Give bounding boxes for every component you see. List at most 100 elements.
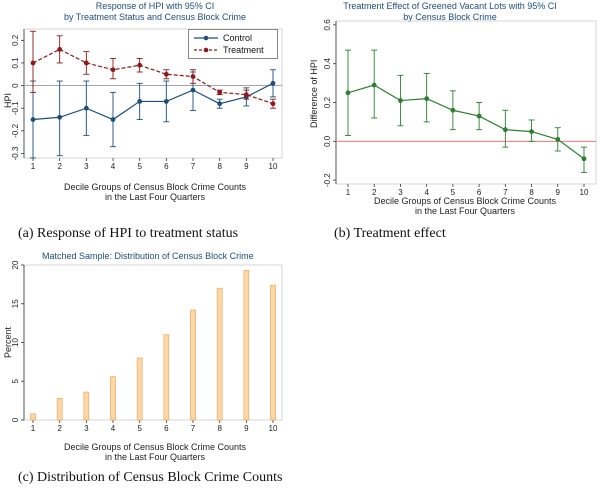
data-point-effect	[529, 129, 534, 135]
panel-b: Treatment Effect of Greened Vacant Lots …	[300, 0, 600, 250]
data-point-effect	[424, 96, 430, 102]
data-point-control	[137, 99, 143, 104]
x-tick-label: 9	[244, 162, 249, 171]
panel-c-caption: (c) Distribution of Census Block Crime C…	[18, 470, 283, 485]
data-point-control	[110, 117, 116, 122]
x-tick-label: 10	[580, 188, 589, 197]
legend-item-treatment: Treatment	[193, 44, 273, 56]
series-line-effect	[347, 84, 585, 160]
y-tick-label: 0.1	[11, 57, 20, 69]
data-point-control	[270, 80, 276, 86]
panel-a-ylabel: HPI	[3, 92, 13, 108]
data-point-effect	[476, 113, 482, 119]
y-tick-label: -0.2	[323, 173, 332, 187]
panel-a-title-line-2: by Treatment Status and Census Block Cri…	[63, 12, 247, 22]
data-point-treatment	[83, 60, 89, 66]
x-tick-label: 1	[346, 188, 351, 197]
legend-swatch-treatment	[194, 47, 218, 53]
series-line-treatment	[32, 48, 274, 105]
panel-c-xlabel-line-1: Decile Groups of Census Block Crime Coun…	[63, 442, 247, 452]
x-tick-label: 8	[217, 424, 222, 433]
x-tick-label: 3	[84, 162, 89, 171]
panel-b-title-line-2: by Census Block Crime	[403, 12, 497, 22]
legend-label-treatment: Treatment	[223, 45, 264, 55]
x-tick-label: 7	[503, 188, 508, 197]
data-point-treatment	[57, 46, 63, 52]
x-tick-label: 5	[137, 162, 142, 171]
data-point-treatment	[30, 60, 36, 66]
panel-b-ylabel: Difference of HPI	[309, 59, 319, 128]
data-point-treatment	[190, 74, 196, 79]
data-point-treatment	[217, 89, 223, 95]
bar-2	[56, 397, 63, 421]
bar-3	[83, 391, 90, 421]
series-line-control	[32, 82, 274, 121]
data-point-control	[190, 87, 196, 93]
x-tick-label: 6	[477, 188, 482, 197]
x-tick-label: 1	[31, 424, 36, 433]
x-tick-label: 6	[164, 162, 169, 171]
y-tick-label: 10	[11, 338, 20, 347]
y-tick-label: -0.3	[11, 146, 20, 160]
data-point-effect	[398, 98, 403, 103]
x-tick-label: 2	[372, 188, 377, 197]
panel-a-title-line-1: Response of HPI with 95% CI	[95, 1, 215, 11]
panel-c-title: Matched Sample: Distribution of Census B…	[42, 251, 254, 261]
legend-label-control: Control	[223, 33, 253, 43]
y-tick-label: 0	[11, 417, 20, 422]
panel-c-chart: 0 5 10 15 20 1 2 3 4 5 6 7 8 9 10	[11, 260, 283, 433]
data-point-treatment	[270, 101, 276, 107]
panel-a-legend: Control Treatment	[188, 29, 278, 59]
panel-b-caption: (b) Treatment effect	[334, 226, 446, 241]
bar-1	[30, 413, 36, 421]
data-point-control	[83, 105, 89, 111]
y-tick-label: 20	[11, 260, 20, 269]
panel-c-xlabel-line-2: in the Last Four Quarters	[104, 452, 206, 462]
data-point-treatment	[110, 67, 116, 73]
x-tick-label: 2	[57, 424, 62, 433]
x-tick-label: 1	[31, 162, 36, 171]
data-point-effect	[555, 136, 561, 142]
x-tick-label: 5	[137, 424, 142, 433]
panel-b-chart: -0.2 0.0 0.2 0.4 0.6 1 2 3 4 5 6 7 8 9 10	[323, 19, 597, 197]
data-point-control	[163, 99, 169, 104]
panel-b-title-line-1: Treatment Effect of Greened Vacant Lots …	[343, 1, 557, 11]
data-point-control	[30, 117, 36, 122]
data-point-effect	[450, 107, 456, 113]
data-point-control	[57, 114, 63, 120]
bar-10	[270, 284, 276, 421]
x-tick-label: 10	[269, 424, 278, 433]
data-point-control	[217, 101, 223, 107]
x-tick-label: 3	[84, 424, 89, 433]
data-point-effect	[371, 82, 377, 88]
x-tick-label: 4	[111, 424, 116, 433]
legend-item-control: Control	[193, 32, 273, 44]
y-tick-label: 15	[11, 299, 20, 308]
x-tick-label: 3	[398, 188, 403, 197]
x-tick-label: 5	[451, 188, 456, 197]
x-tick-label: 2	[57, 162, 62, 171]
x-tick-label: 4	[111, 162, 116, 171]
y-tick-label: -0.2	[11, 123, 20, 137]
plot-frame	[335, 20, 597, 185]
panel-a-caption: (a) Response of HPI to treatment status	[18, 226, 239, 241]
data-point-effect	[502, 127, 508, 133]
y-tick-label: 0.6	[323, 19, 332, 31]
panel-c-ylabel: Percent	[3, 326, 13, 358]
panel-a-chart: -0.3 -0.2 -0.1 0 0.1 0.2 1 2 3 4 5 6 7 8 9 10	[11, 28, 283, 171]
data-point-treatment	[137, 62, 143, 68]
y-tick-label: -0.1	[11, 101, 20, 115]
y-tick-label: 0.4	[323, 58, 332, 70]
y-tick-label: 5	[11, 378, 20, 383]
legend-swatch-control	[194, 35, 218, 41]
x-tick-label: 6	[164, 424, 169, 433]
bar-9	[243, 270, 250, 421]
plot-frame	[23, 264, 283, 421]
bar-5	[136, 357, 143, 421]
x-tick-label: 7	[191, 162, 196, 171]
data-point-effect	[581, 156, 587, 162]
panel-a: Response of HPI with 95% CI by Treatment…	[0, 0, 290, 250]
y-tick-label: 0	[11, 83, 20, 88]
y-tick-label: 0.0	[323, 135, 332, 147]
y-tick-label: 0.2	[11, 34, 20, 46]
